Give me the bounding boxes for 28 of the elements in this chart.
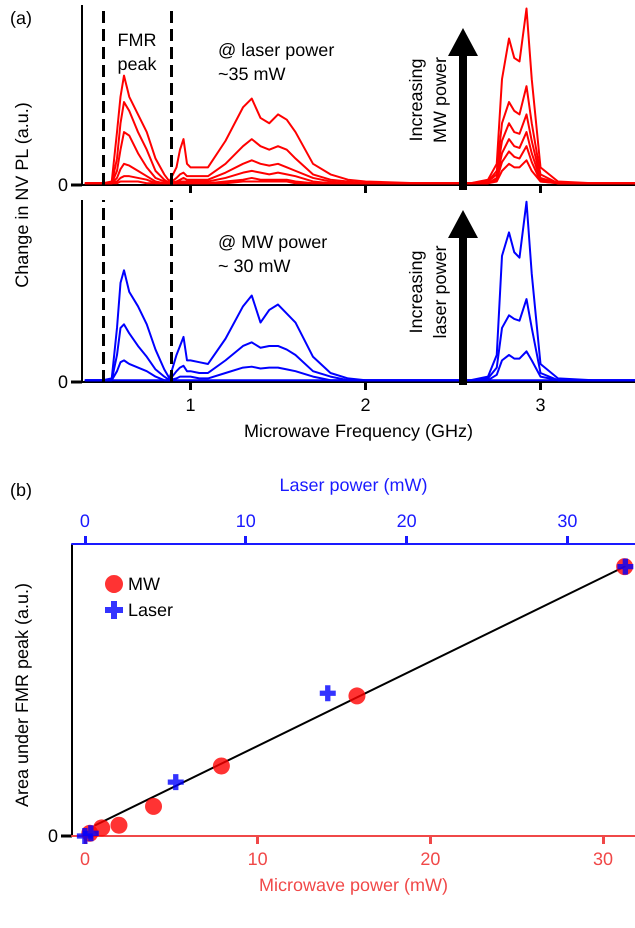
x-tick-label: 1 [185, 395, 196, 415]
x2-tick-label: 20 [396, 511, 417, 531]
text: (a) [10, 8, 32, 28]
annotation: FMR peak [117, 30, 158, 74]
text: (b) [10, 480, 32, 500]
x-tick-label: 3 [535, 395, 546, 415]
text: 0 [58, 372, 68, 392]
annotation: Increasing MW power [406, 56, 450, 144]
text: 0 [48, 826, 58, 846]
y-axis-title: Change in NV PL (a.u.) [12, 102, 32, 288]
x2-tick-label: 10 [236, 511, 256, 531]
x-axis-title: Microwave Frequency (GHz) [244, 421, 474, 441]
x-tick-label: 20 [420, 849, 440, 869]
x-axis-title: Microwave power (mW) [258, 875, 448, 895]
annotation: Increasing laser power [406, 245, 450, 339]
x-tick-label: 0 [80, 849, 90, 869]
text: 0 [58, 175, 68, 195]
x2-axis-title: Laser power (mW) [279, 475, 428, 495]
x2-tick-label: 30 [557, 511, 578, 531]
legend-label: Laser [128, 600, 174, 620]
x2-tick-label: 0 [80, 511, 90, 531]
x-tick-label: 30 [593, 849, 614, 869]
y-axis-title: Area under FMR peak (a.u.) [12, 582, 32, 808]
x-tick-label: 2 [360, 395, 371, 415]
legend-label: MW [128, 574, 160, 594]
annotation: @ laser power ~35 mW [218, 40, 334, 84]
x-tick-label: 10 [248, 849, 268, 869]
annotation: @ MW power ~ 30 mW [218, 232, 328, 276]
